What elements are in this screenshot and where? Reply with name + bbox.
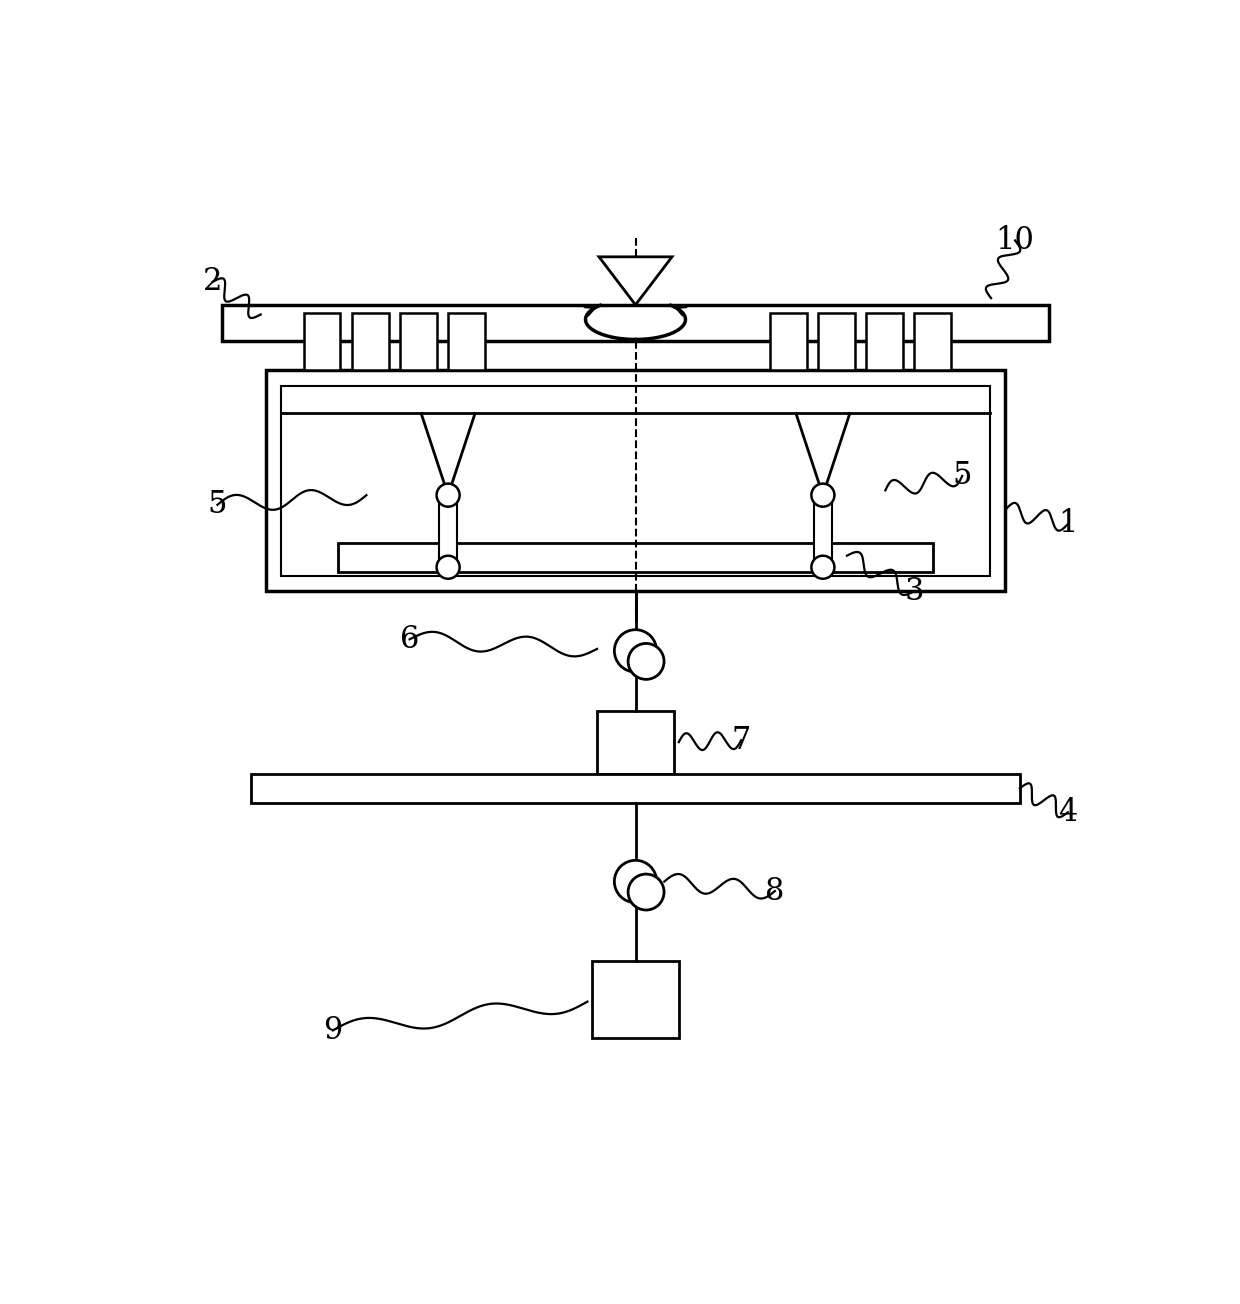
Text: 6: 6 xyxy=(401,623,419,655)
Bar xyxy=(222,305,1049,342)
Circle shape xyxy=(614,861,657,902)
Circle shape xyxy=(629,643,665,679)
Bar xyxy=(593,961,678,1038)
Text: 3: 3 xyxy=(904,576,924,606)
Bar xyxy=(304,313,341,370)
Bar xyxy=(281,386,990,576)
Bar xyxy=(770,313,806,370)
Bar xyxy=(352,313,388,370)
Bar xyxy=(596,712,675,773)
Circle shape xyxy=(811,556,835,579)
Bar xyxy=(250,773,1021,803)
Bar xyxy=(337,544,934,572)
Text: 4: 4 xyxy=(1058,797,1078,828)
Text: 8: 8 xyxy=(765,875,785,906)
Bar xyxy=(914,313,951,370)
Text: 5: 5 xyxy=(208,489,227,520)
Circle shape xyxy=(614,630,657,672)
Text: 10: 10 xyxy=(996,226,1034,256)
Bar xyxy=(866,313,903,370)
Bar xyxy=(815,496,832,567)
Bar xyxy=(401,313,436,370)
Circle shape xyxy=(436,556,460,579)
Circle shape xyxy=(436,484,460,507)
Bar xyxy=(448,313,485,370)
Text: 2: 2 xyxy=(203,266,222,297)
Circle shape xyxy=(629,874,665,910)
Circle shape xyxy=(811,484,835,507)
Bar xyxy=(818,313,854,370)
Polygon shape xyxy=(599,257,672,305)
Text: 1: 1 xyxy=(1058,509,1078,540)
Text: 5: 5 xyxy=(952,460,972,492)
Bar xyxy=(265,370,1006,591)
Text: 9: 9 xyxy=(324,1015,342,1046)
Text: 7: 7 xyxy=(732,725,751,756)
Bar xyxy=(439,496,456,567)
